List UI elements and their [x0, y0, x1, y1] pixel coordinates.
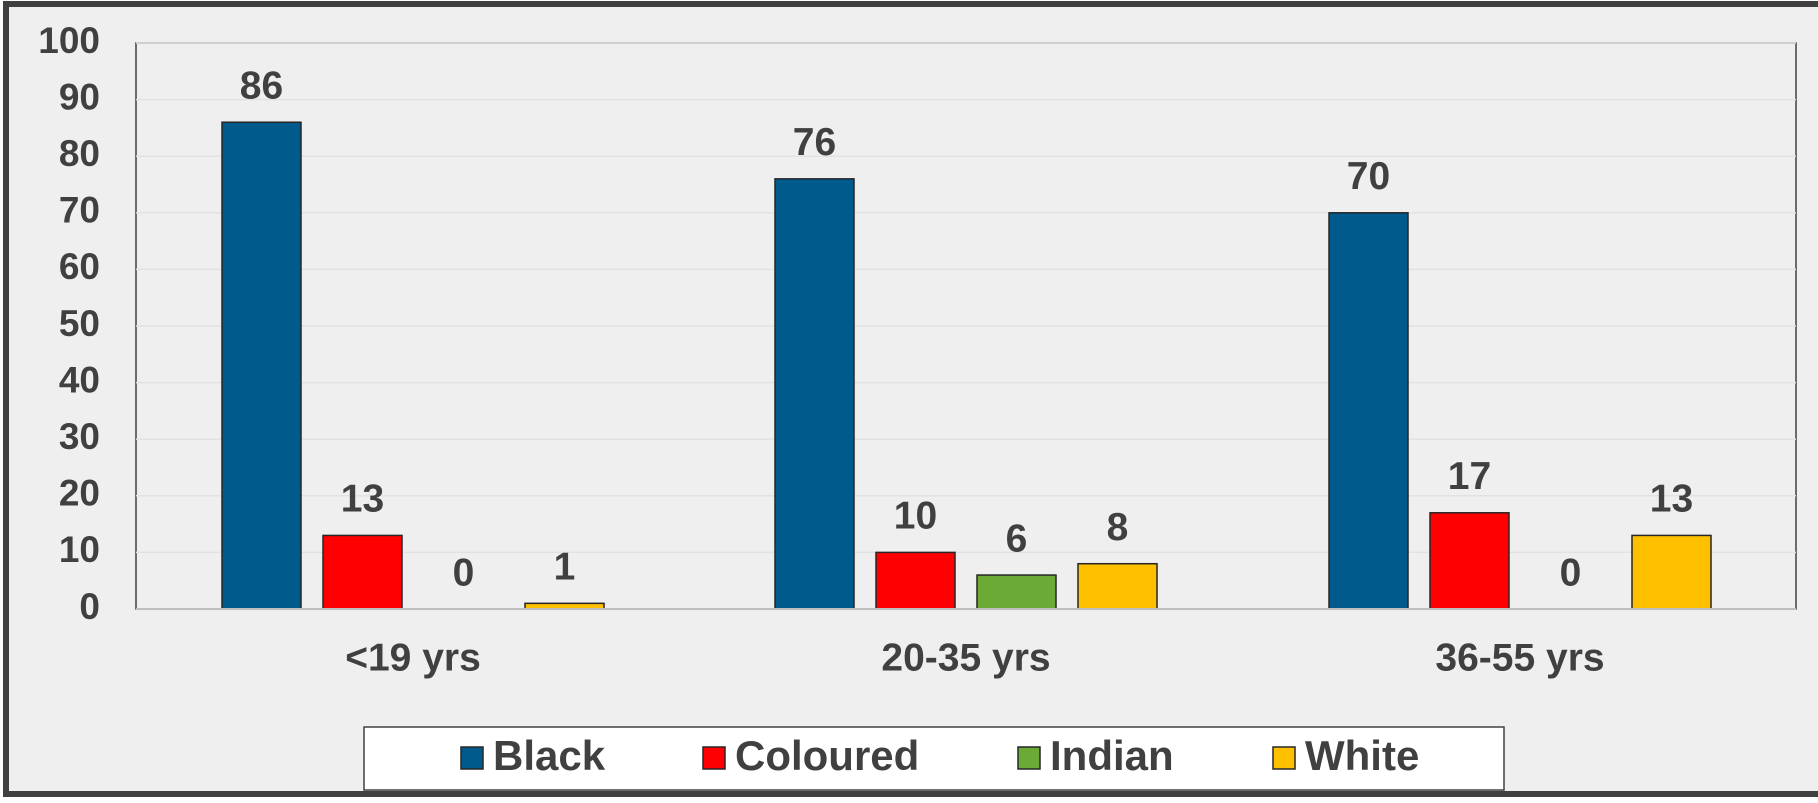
legend-label: Coloured: [735, 732, 919, 779]
bar: [875, 551, 956, 610]
legend-label: Indian: [1050, 732, 1174, 779]
data-label: 13: [1650, 478, 1693, 521]
x-tick-label: 20-35 yrs: [881, 636, 1050, 679]
legend-swatch: [1017, 746, 1041, 770]
data-label: 17: [1448, 455, 1491, 498]
bar: [322, 534, 403, 610]
data-label: 86: [240, 65, 283, 108]
y-tick-label: 50: [59, 303, 100, 344]
y-tick-label: 30: [59, 416, 100, 457]
y-tick-label: 80: [59, 133, 100, 174]
y-tick-label: 20: [59, 473, 100, 514]
bar: [1429, 512, 1510, 610]
legend-label: White: [1305, 732, 1419, 779]
x-tick-label: <19 yrs: [345, 636, 481, 679]
y-tick-label: 60: [59, 246, 100, 287]
y-tick-label: 10: [59, 529, 100, 570]
bar: [774, 178, 855, 610]
y-tick-label: 100: [38, 20, 100, 61]
y-tick-label: 70: [59, 190, 100, 231]
bar: [1077, 562, 1158, 610]
y-tick-label: 90: [59, 76, 100, 117]
y-tick-label: 0: [79, 586, 100, 627]
chart-frame: [3, 1, 1818, 797]
bar: [1328, 212, 1409, 610]
data-label: 0: [453, 551, 475, 594]
legend-label: Black: [493, 732, 606, 779]
x-tick-label: 36-55 yrs: [1435, 636, 1604, 679]
legend-swatch: [460, 746, 484, 770]
data-label: 70: [1347, 155, 1390, 198]
data-label: 13: [341, 478, 384, 521]
bar: [1631, 534, 1712, 610]
legend-swatch: [702, 746, 726, 770]
data-label: 10: [894, 495, 937, 538]
data-label: 1: [554, 546, 576, 589]
bar: [976, 574, 1057, 610]
y-tick-label: 40: [59, 359, 100, 400]
bar: [221, 121, 302, 610]
legend-swatch: [1272, 746, 1296, 770]
data-label: 6: [1006, 517, 1028, 560]
data-label: 76: [793, 121, 836, 164]
data-label: 8: [1107, 506, 1129, 549]
legend-box: [363, 726, 1505, 791]
data-label: 0: [1560, 551, 1582, 594]
